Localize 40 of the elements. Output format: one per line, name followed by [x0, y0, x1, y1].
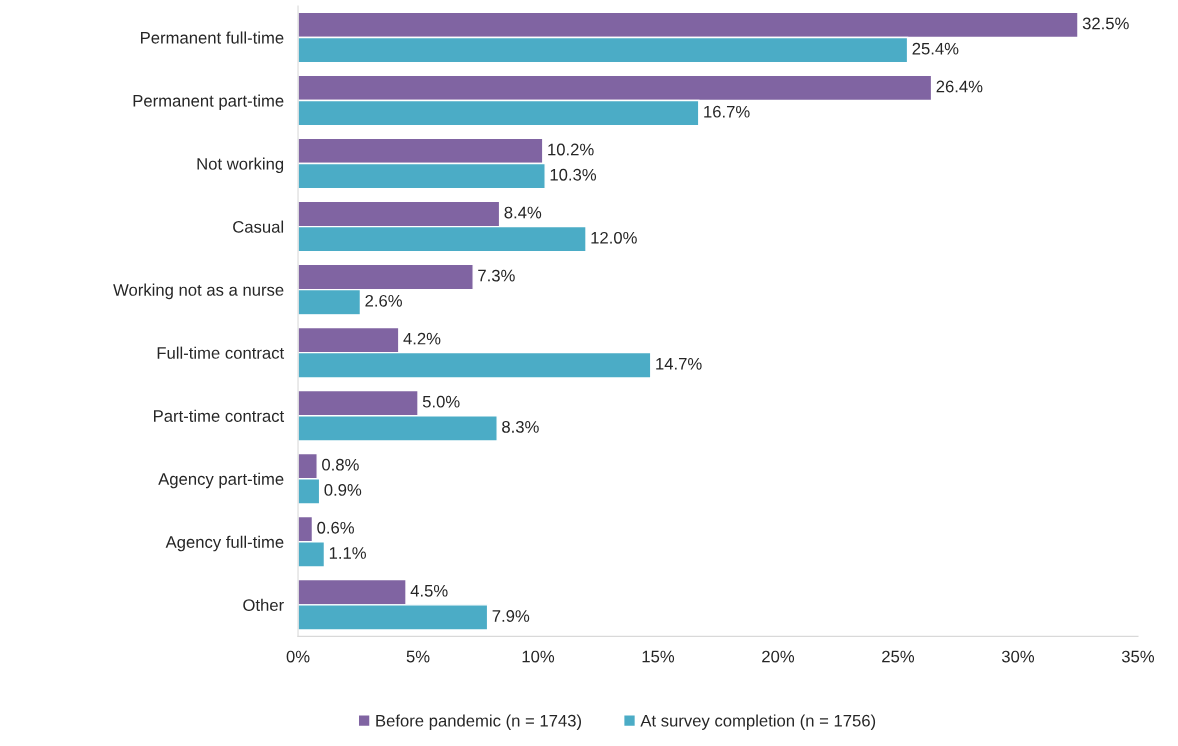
y-tick-label: Not working: [197, 157, 284, 174]
data-label: 8.4%: [504, 206, 542, 219]
y-tick-label: Permanent part-time: [133, 94, 284, 111]
data-label: 16.7%: [704, 105, 750, 118]
x-tick-label: 5%: [406, 650, 430, 663]
data-label: 4.2%: [403, 332, 441, 345]
y-tick-label: Other: [243, 598, 284, 612]
y-tick-label: Permanent full-time: [141, 31, 284, 44]
y-tick-label: Working not as a nurse: [113, 283, 284, 300]
data-label: 7.3%: [478, 269, 515, 282]
y-tick-label: Part-time contract: [154, 409, 285, 422]
legend-label: At survey completion (n = 1756): [640, 714, 876, 730]
legend-label: Before pandemic (n = 1743): [376, 714, 581, 730]
y-tick-label: Agency full-time: [165, 535, 284, 552]
data-label: 4.5%: [410, 584, 448, 597]
x-tick-label: 0%: [286, 650, 310, 663]
y-tick-label: Casual: [233, 220, 284, 233]
y-tick-label: Full-time contract: [157, 346, 285, 359]
data-label: 14.7%: [656, 358, 702, 370]
data-label: 8.3%: [502, 420, 539, 433]
x-tick-label: 20%: [762, 650, 795, 663]
data-label: 0.9%: [324, 484, 362, 496]
data-label: 7.9%: [492, 610, 530, 622]
data-label: 5.0%: [422, 395, 460, 408]
data-label: 26.4%: [936, 80, 983, 93]
data-label: 0.8%: [322, 458, 359, 471]
data-label: 32.5%: [1082, 17, 1129, 30]
data-label: 10.2%: [548, 143, 594, 156]
data-label: 1.1%: [329, 547, 366, 559]
x-tick-label: 30%: [1001, 650, 1035, 663]
data-label: 2.6%: [365, 294, 402, 307]
x-tick-label: 25%: [882, 650, 915, 663]
x-tick-label: 15%: [642, 650, 675, 663]
data-label: 0.6%: [317, 521, 354, 534]
data-label: 10.3%: [550, 168, 597, 181]
x-tick-label: 35%: [1121, 650, 1155, 663]
y-tick-label: Agency part-time: [158, 472, 284, 489]
x-tick-label: 10%: [522, 650, 555, 663]
data-label: 12.0%: [591, 231, 637, 244]
data-label: 25.4%: [912, 42, 959, 55]
